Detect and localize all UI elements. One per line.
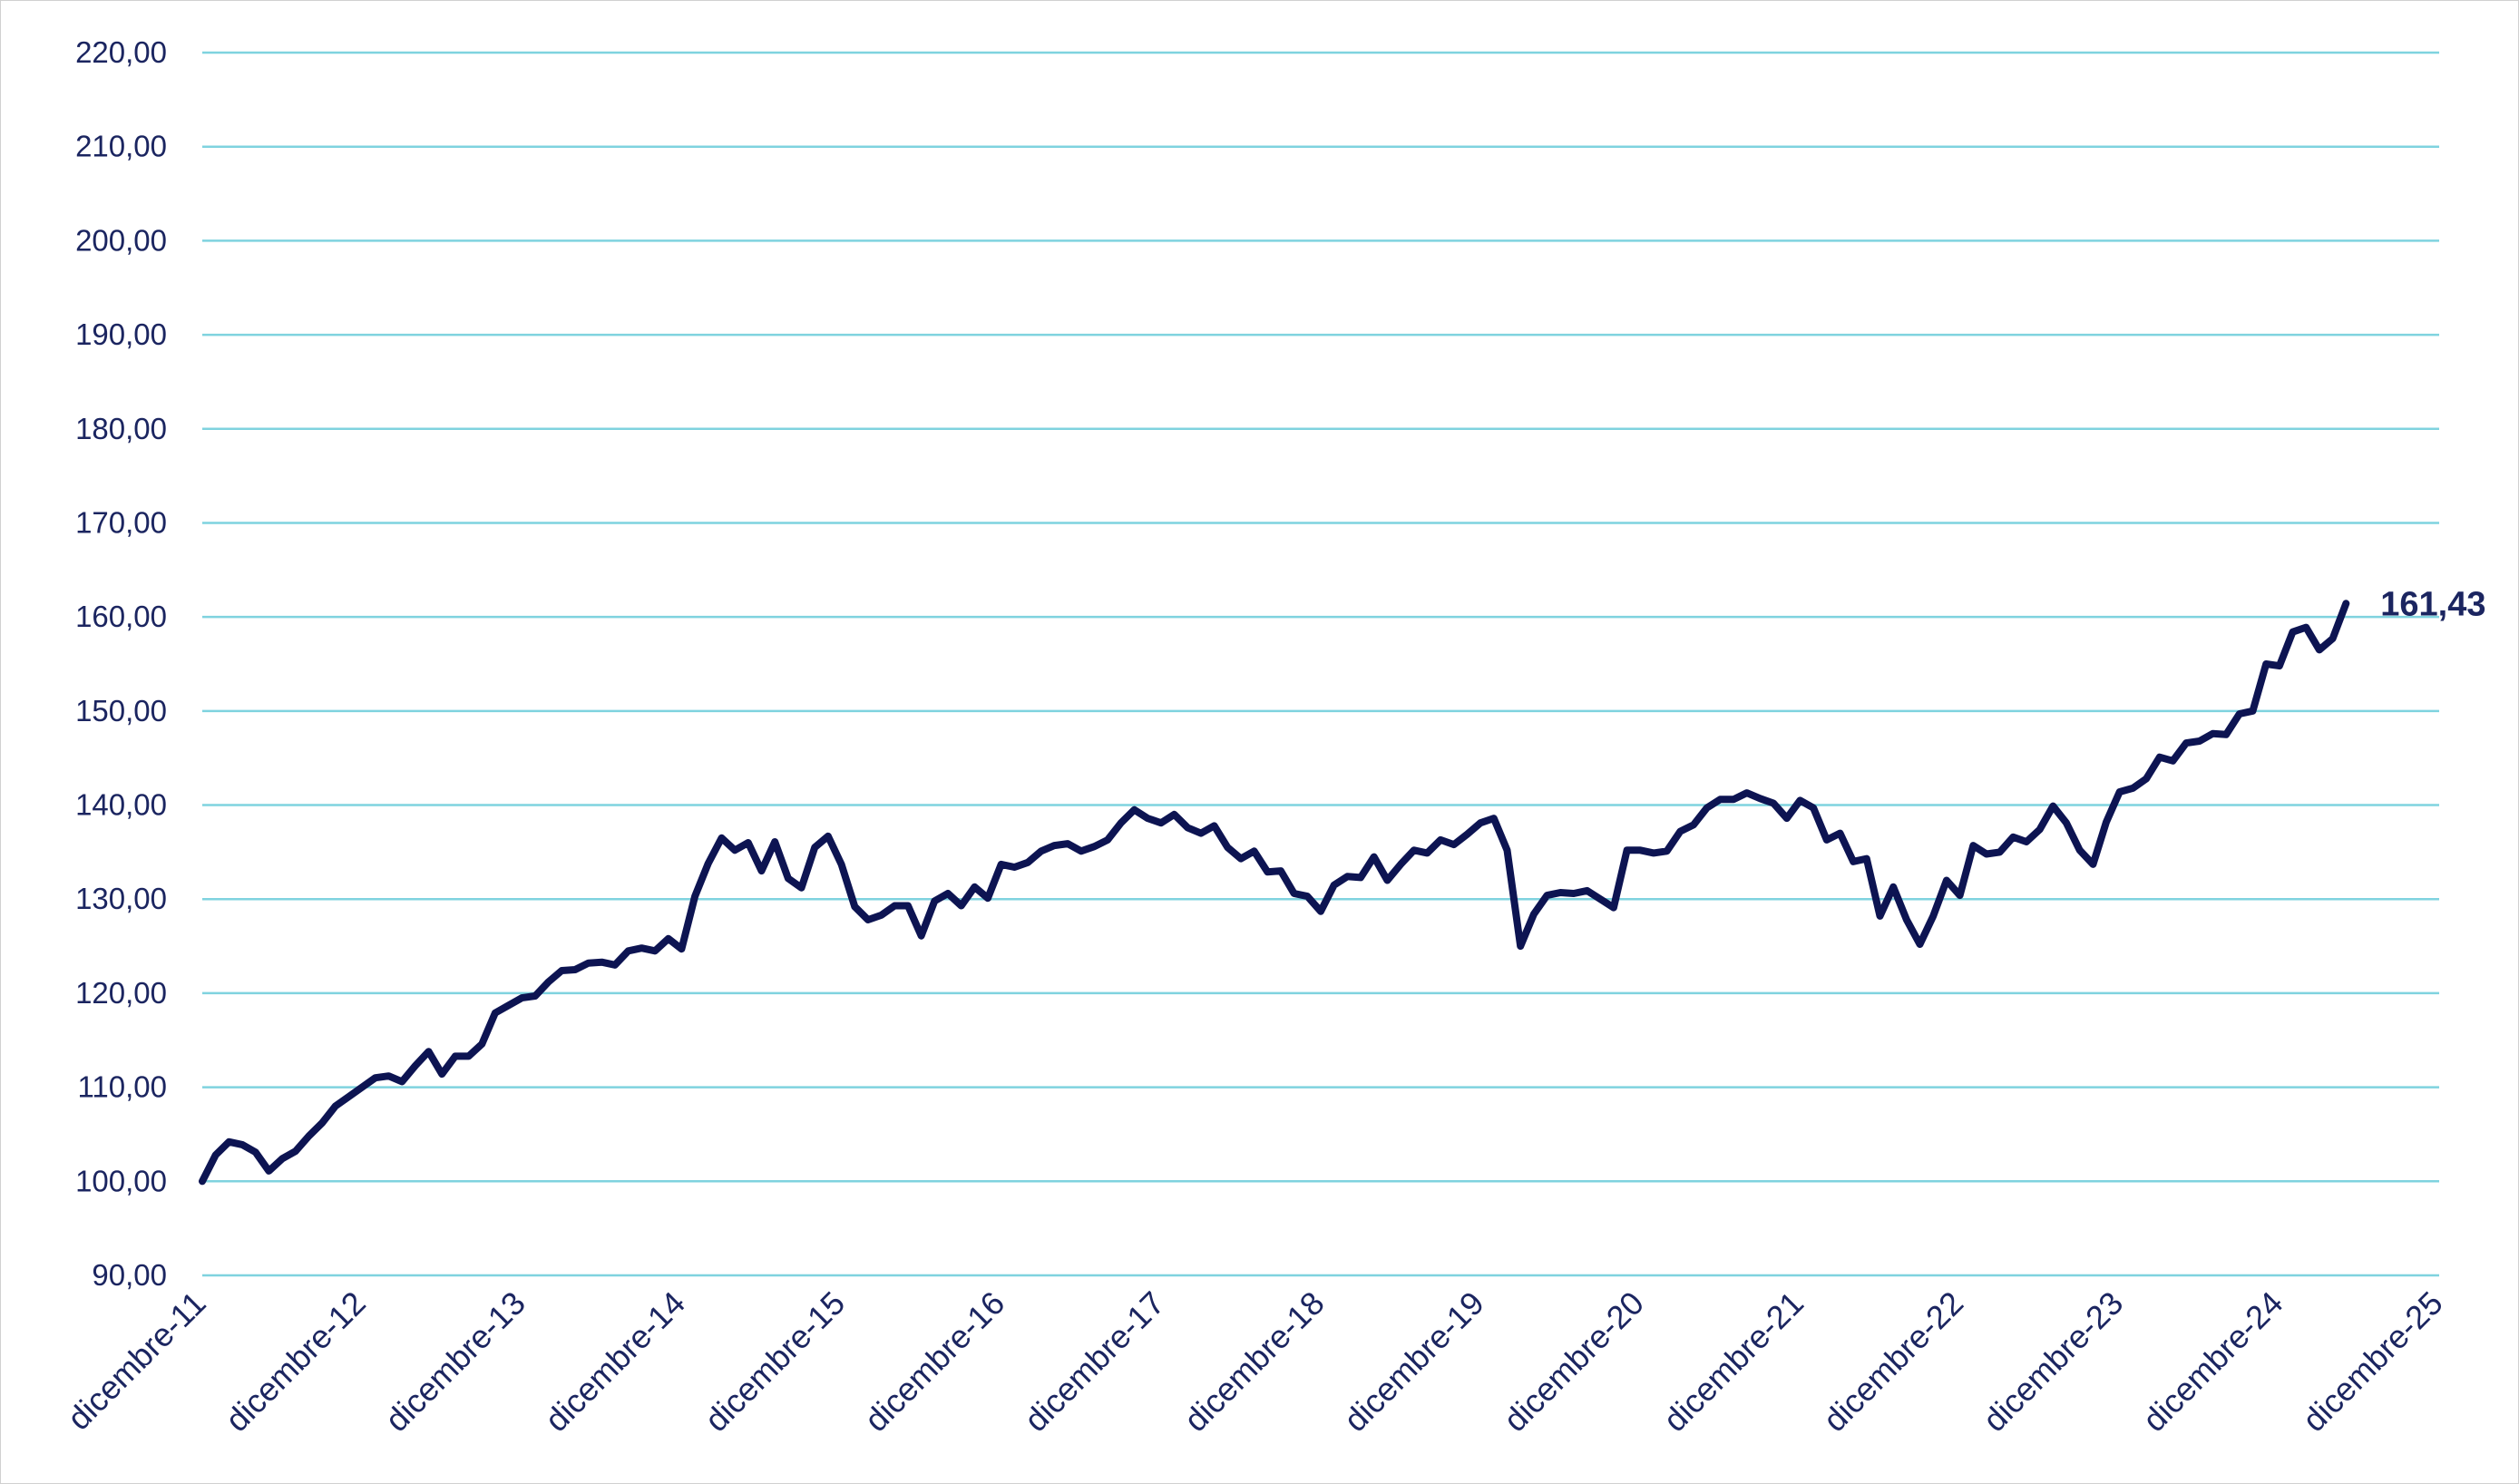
y-tick-label: 150,00 <box>75 694 167 727</box>
y-tick-label: 200,00 <box>75 223 167 257</box>
x-tick-label: dicembre-22 <box>1816 1284 1970 1439</box>
series-line <box>199 600 2350 1186</box>
y-tick-label: 130,00 <box>75 882 167 915</box>
x-tick-label: dicembre-25 <box>2295 1284 2449 1439</box>
y-tick-label: 120,00 <box>75 976 167 1010</box>
x-tick-label: dicembre-13 <box>377 1284 532 1439</box>
x-tick-label: dicembre-12 <box>218 1284 372 1439</box>
y-tick-label: 180,00 <box>75 412 167 445</box>
x-tick-label: dicembre-21 <box>1656 1284 1811 1439</box>
y-axis-tick-labels: 90,00 100,00 110,00 120,00 130,00 140,00 150,0… <box>75 35 167 1292</box>
last-value-label: 161,43 <box>2380 585 2485 623</box>
y-tick-label: 100,00 <box>75 1164 167 1197</box>
y-tick-label: 210,00 <box>75 130 167 163</box>
y-tick-label: 170,00 <box>75 505 167 539</box>
series-layer <box>199 600 2350 1186</box>
x-tick-label: dicembre-14 <box>538 1284 692 1439</box>
x-axis-tick-labels: dicembre-11 dicembre-12 dicembre-13 dicembr… <box>60 1284 2450 1439</box>
x-tick-label: dicembre-11 <box>60 1284 213 1438</box>
y-tick-label: 140,00 <box>75 788 167 822</box>
x-tick-label: dicembre-15 <box>698 1284 852 1439</box>
x-tick-label: dicembre-24 <box>2135 1284 2290 1439</box>
y-tick-label: 90,00 <box>92 1258 167 1292</box>
x-tick-label: dicembre-23 <box>1976 1284 2130 1439</box>
y-tick-label: 190,00 <box>75 317 167 351</box>
y-tick-label: 110,00 <box>78 1070 167 1104</box>
x-tick-label: dicembre-20 <box>1496 1284 1650 1439</box>
x-tick-label: dicembre-16 <box>857 1284 1011 1439</box>
gridlines <box>202 51 2439 1277</box>
y-tick-label: 220,00 <box>75 35 167 69</box>
x-tick-label: dicembre-18 <box>1177 1284 1331 1439</box>
x-tick-label: dicembre-17 <box>1017 1284 1171 1439</box>
x-tick-label: dicembre-19 <box>1336 1284 1490 1439</box>
y-tick-label: 160,00 <box>75 600 167 633</box>
